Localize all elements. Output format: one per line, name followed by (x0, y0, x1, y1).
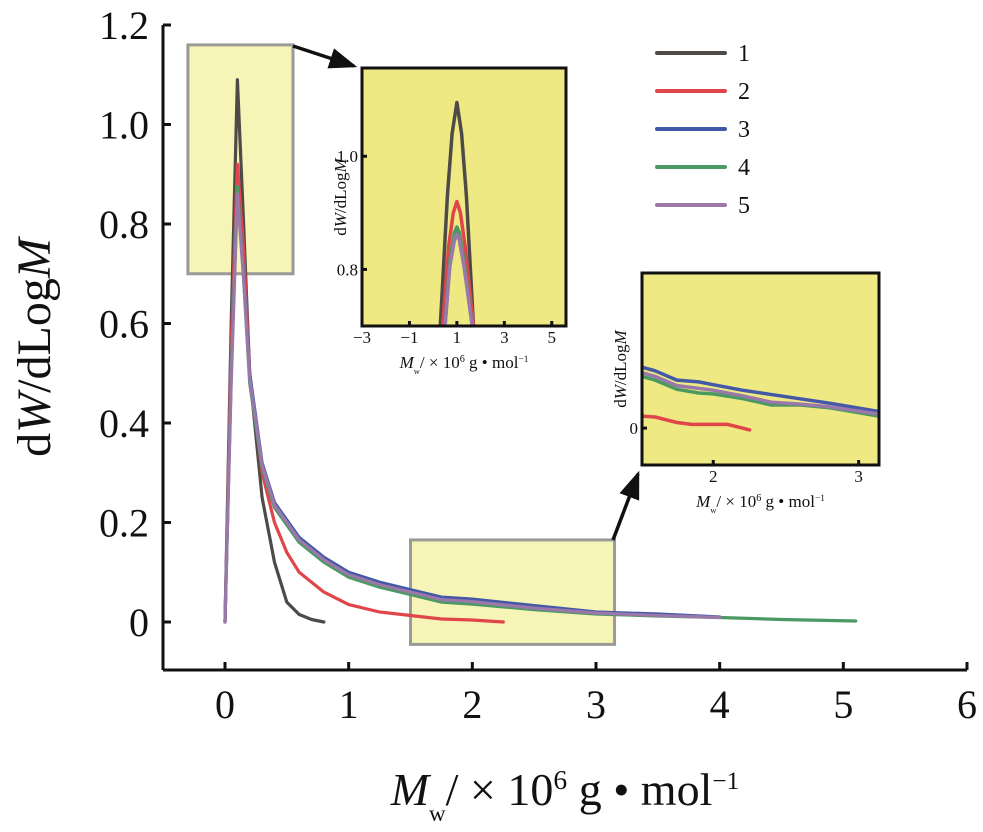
x-tick-label: 5 (833, 682, 853, 727)
series-line-2 (642, 414, 752, 432)
legend-label-1: 1 (738, 41, 750, 67)
x-axis-label: Mw/ × 106 g • mol−1 (695, 492, 825, 515)
x-tick-label: 3 (500, 328, 509, 347)
series-line-5 (642, 370, 879, 416)
legend-label-3: 3 (738, 117, 750, 143)
y-tick-label: 1.0 (99, 103, 149, 148)
x-tick-label: 1 (453, 328, 462, 347)
inset-peak-frame (360, 66, 568, 328)
inset-tail-frame (640, 271, 881, 467)
y-tick-label: 0.8 (99, 202, 149, 247)
legend-label-4: 4 (738, 155, 750, 181)
x-tick-label: 4 (710, 682, 730, 727)
y-tick-label: 1.2 (99, 3, 149, 48)
y-tick-label: 0.2 (99, 501, 149, 546)
series-line-3 (642, 365, 879, 414)
series-line-2 (440, 199, 476, 326)
series-line-1 (223, 78, 326, 624)
x-axis-label: Mw/ × 106 g • mol−1 (390, 764, 740, 826)
y-axis-label: dW/dLogM (8, 235, 61, 457)
inset-tail-background (642, 273, 879, 465)
x-tick-label: 0 (215, 682, 235, 727)
series-line-5 (223, 192, 722, 624)
series-line-5 (443, 232, 475, 326)
inset-tail-plot: 2 3 0 (630, 271, 881, 486)
y-tick-label: 0.8 (337, 260, 358, 279)
series-line-2 (223, 162, 505, 624)
x-axis-label: Mw/ × 106 g • mol−1 (399, 353, 529, 376)
x-tick-label: 3 (586, 682, 606, 727)
zoom-arrow-tail (611, 470, 640, 541)
y-tick-label: 0 (129, 600, 149, 645)
y-tick-label: 1.0 (337, 147, 358, 166)
inset-peak-background (362, 68, 566, 326)
series-line-1 (438, 100, 476, 326)
x-tick-label: 5 (548, 328, 557, 347)
y-tick-label: 0.4 (99, 401, 149, 446)
y-axis-label: dW/dLogM (331, 157, 350, 235)
x-tick-label: 3 (854, 467, 863, 486)
legend: 1 2 3 4 5 (655, 41, 750, 219)
legend-label-5: 5 (738, 193, 750, 219)
x-tick-label: 2 (709, 467, 718, 486)
y-axis-label: dW/dLogM (611, 329, 630, 407)
legend-label-2: 2 (738, 79, 750, 105)
inset-peak-plot: −3 −1 1 3 5 0.8 1.0 (337, 66, 568, 347)
y-tick-label: 0.6 (99, 302, 149, 347)
x-tick-label: −1 (400, 328, 418, 347)
x-tick-label: 6 (957, 682, 977, 727)
x-tick-label: 2 (462, 682, 482, 727)
x-tick-label: 1 (339, 682, 359, 727)
zoom-region-2 (409, 538, 617, 646)
main-plot: 0 1 2 3 4 5 6 0 0.2 0.4 0.6 0.8 1.0 1.2 (99, 3, 977, 727)
y-tick-label: 0 (630, 419, 639, 438)
x-tick-label: −3 (353, 328, 371, 347)
zoom-arrow-peak (292, 44, 358, 69)
